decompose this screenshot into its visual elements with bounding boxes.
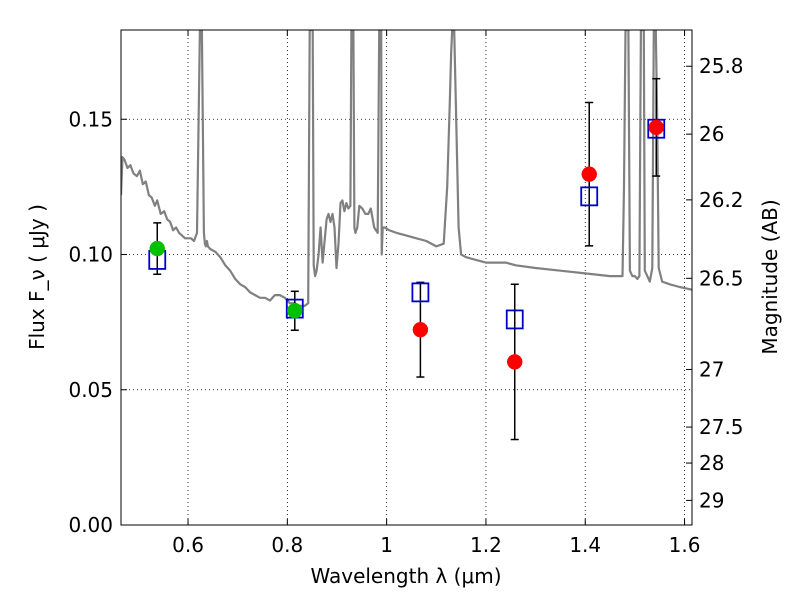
- y-right-tick-label: 27: [699, 357, 724, 381]
- model-photometry-square: [580, 186, 599, 207]
- x-axis-title: Wavelength λ (μm): [310, 564, 501, 588]
- grid-lines: [121, 30, 692, 526]
- red-detection-point: [648, 119, 665, 136]
- model-photometry-square: [411, 282, 430, 303]
- y-right-tick-label: 27.5: [699, 415, 744, 439]
- model-spectrum-line: [121, 30, 692, 307]
- y-right-tick-label: 28: [699, 451, 724, 475]
- red-detection-point: [581, 166, 597, 182]
- x-tick-label: 1.2: [470, 533, 502, 557]
- x-tick-label: 0.8: [271, 533, 303, 557]
- green-detection-point: [287, 303, 303, 319]
- red-detection-point: [506, 354, 523, 370]
- y-right-axis-title: Magnitude (AB): [758, 199, 782, 354]
- x-tick-label: 0.6: [172, 533, 204, 557]
- y-right-tick-label: 29: [699, 488, 724, 512]
- photometry-points-layer: [148, 77, 666, 441]
- green-detection-point: [149, 240, 165, 257]
- y-tick-label: 0.05: [68, 378, 113, 402]
- plot-frame: [120, 29, 693, 526]
- model-photometry-square: [505, 309, 524, 330]
- x-tick-label: 1: [380, 533, 393, 557]
- x-tick-label: 1.4: [569, 533, 601, 557]
- red-detection-point: [412, 321, 429, 338]
- y-tick-label: 0.00: [68, 513, 113, 537]
- y-right-tick-label: 26.2: [699, 188, 744, 212]
- model-spectrum-layer: [121, 30, 692, 307]
- y-right-tick-label: 26.5: [699, 266, 744, 290]
- axis-tick-labels: 0.6 0.8 1 1.2 1.4 1.6 0.00 0.05 0.10 0.15 25.8 26 26…: [68, 54, 743, 557]
- y-axis-title: Flux F_ν ( μJy ): [25, 204, 49, 350]
- y-tick-label: 0.15: [68, 107, 113, 131]
- y-right-tick-label: 26: [699, 122, 724, 146]
- axis-ticks: [121, 30, 692, 526]
- x-tick-label: 1.6: [669, 533, 701, 557]
- y-tick-label: 0.10: [68, 243, 113, 267]
- y-right-tick-label: 25.8: [699, 54, 744, 78]
- plot-data-layer: [121, 30, 692, 441]
